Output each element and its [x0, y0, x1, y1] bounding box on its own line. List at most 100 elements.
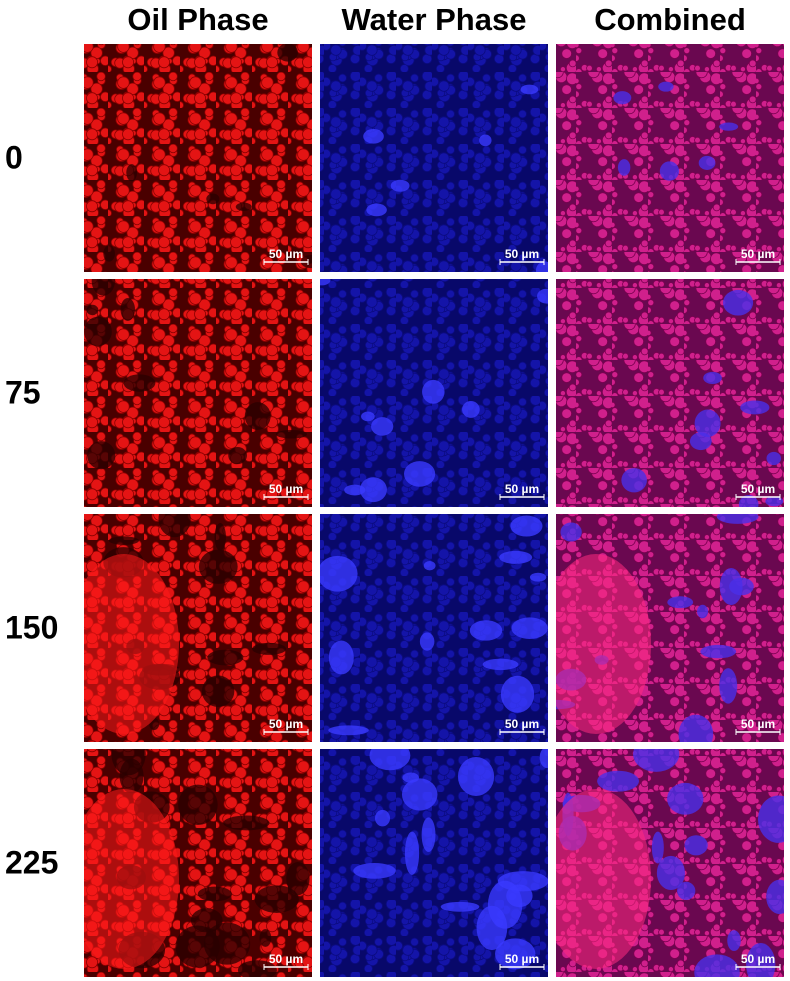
blob [722, 289, 754, 316]
blob [462, 400, 480, 418]
micrograph [556, 749, 784, 977]
blob [353, 862, 396, 879]
blob [86, 304, 99, 316]
blob [765, 496, 784, 507]
blob [259, 929, 272, 947]
blob [91, 279, 115, 296]
blob [328, 640, 354, 675]
micrograph [320, 279, 548, 507]
scale-bar-label: 50 µm [741, 717, 775, 731]
blob [537, 288, 548, 304]
blob [621, 468, 647, 493]
blob [535, 261, 548, 272]
micrograph [320, 514, 548, 742]
blob [510, 515, 543, 537]
blob [190, 908, 223, 933]
panel-texture [556, 44, 784, 272]
blob [359, 477, 387, 503]
blob [539, 749, 548, 768]
blob [84, 316, 112, 347]
blob [617, 159, 631, 176]
panel-texture [320, 44, 548, 272]
blob [197, 886, 232, 902]
blob [235, 202, 252, 212]
blob [495, 938, 536, 970]
blob [363, 128, 384, 144]
blob [520, 84, 539, 95]
blob [252, 642, 287, 655]
blob [499, 550, 533, 564]
blob [198, 549, 238, 584]
blob [201, 675, 235, 707]
scale-bar-label: 50 µm [505, 717, 539, 731]
blob [120, 298, 136, 321]
blob [374, 809, 391, 827]
micrograph [556, 514, 784, 742]
micrograph [84, 514, 312, 742]
scale-bar-label: 50 µm [269, 247, 303, 261]
blob [597, 770, 640, 792]
blob [511, 617, 548, 639]
blob [404, 461, 436, 487]
scale-bar-label: 50 µm [741, 247, 775, 261]
row-label: 225 [5, 844, 58, 880]
blob [667, 782, 704, 815]
blob [633, 749, 680, 772]
blob [740, 400, 770, 415]
blob [719, 668, 738, 704]
blob [87, 441, 116, 470]
blob [651, 831, 664, 864]
blob [237, 960, 277, 977]
blob [746, 943, 776, 977]
blob [419, 632, 435, 651]
blob [123, 374, 156, 392]
blob [108, 536, 139, 545]
blob [207, 649, 244, 666]
micrograph [556, 44, 784, 272]
panel-texture [556, 279, 784, 507]
blob [206, 193, 220, 205]
blob [228, 446, 247, 465]
blob [103, 245, 115, 262]
panel-texture [84, 279, 312, 507]
blob [694, 954, 740, 977]
blob [244, 402, 271, 430]
micrograph [84, 44, 312, 272]
scale-bar-label: 50 µm [269, 482, 303, 496]
column-header: Oil Phase [127, 2, 268, 37]
blob [698, 155, 716, 170]
blob [560, 522, 582, 542]
micrograph [84, 279, 312, 507]
scale-bar-label: 50 µm [741, 482, 775, 496]
blob [320, 279, 331, 286]
blob [275, 429, 308, 439]
micrograph [320, 749, 548, 977]
blob [729, 577, 754, 596]
blob [500, 675, 535, 713]
blob [613, 91, 632, 105]
blob [214, 523, 226, 551]
micrograph [556, 279, 784, 507]
blob [697, 604, 709, 619]
blob [482, 658, 519, 671]
blob [320, 555, 358, 592]
row-label: 75 [5, 374, 41, 410]
blob [361, 411, 375, 422]
bright-region [84, 789, 179, 969]
blob [479, 134, 492, 147]
blob [727, 930, 741, 952]
blob [254, 885, 299, 913]
blob [658, 81, 674, 92]
blob [178, 784, 218, 826]
bright-region [556, 554, 651, 734]
blob [223, 815, 270, 831]
blob [286, 861, 310, 896]
blob [678, 714, 714, 742]
blob [700, 644, 737, 659]
blob [401, 778, 438, 811]
blob [369, 749, 411, 771]
blob [684, 835, 708, 856]
micrograph [84, 749, 312, 977]
blob [158, 514, 191, 538]
